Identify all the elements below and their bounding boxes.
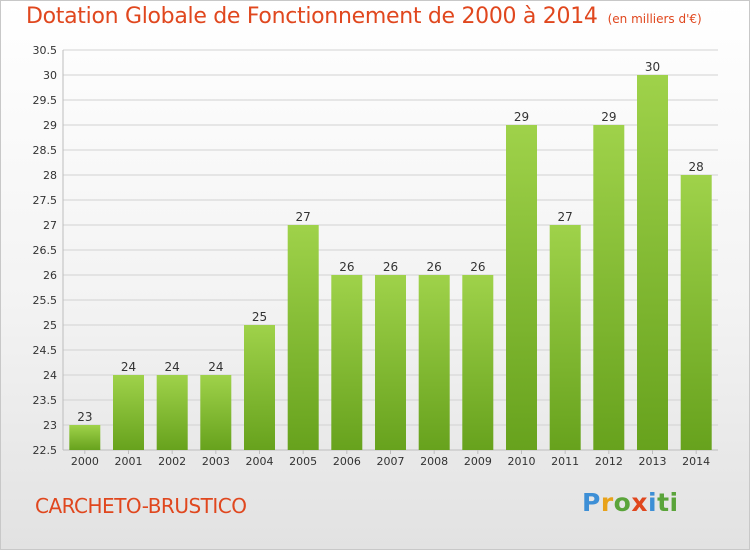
x-tick-label: 2014 bbox=[682, 455, 710, 468]
bar-value-label: 25 bbox=[252, 310, 267, 324]
y-tick-label: 22.5 bbox=[33, 444, 58, 457]
y-tick-label: 29 bbox=[43, 119, 57, 132]
chart-title-text: Dotation Globale de Fonctionnement de 20… bbox=[26, 4, 598, 29]
logo-letter: o bbox=[613, 488, 632, 517]
bar bbox=[375, 275, 406, 450]
y-tick-label: 25 bbox=[43, 319, 57, 332]
bar-value-label: 29 bbox=[601, 110, 616, 124]
bar bbox=[69, 425, 101, 450]
x-tick-label: 2003 bbox=[202, 455, 230, 468]
logo-letter: r bbox=[600, 488, 614, 517]
y-tick-label: 30 bbox=[43, 69, 57, 82]
bar-value-label: 24 bbox=[165, 360, 180, 374]
x-tick-label: 2000 bbox=[71, 455, 99, 468]
logo-letter: P bbox=[582, 488, 601, 517]
x-tick-label: 2006 bbox=[333, 455, 361, 468]
bar-value-label: 29 bbox=[514, 110, 529, 124]
city-name: CARCHETO-BRUSTICO bbox=[35, 494, 247, 518]
x-axis: 2000 2001 2002 2003 2004 2005 2006 2007 2008 2009… bbox=[71, 450, 710, 468]
bar-value-label: 23 bbox=[77, 410, 92, 424]
chart-unit: (en milliers d'€) bbox=[607, 12, 702, 26]
y-tick-label: 25.5 bbox=[33, 294, 58, 307]
y-tick-label: 28.5 bbox=[33, 144, 58, 157]
bar bbox=[593, 125, 625, 450]
y-tick-label: 27 bbox=[43, 219, 57, 232]
y-tick-label: 26.5 bbox=[33, 244, 58, 257]
bars: 23 24 24 24 25 27 26 26 26 26 29 27 29 30 28 bbox=[69, 60, 712, 450]
bar bbox=[418, 275, 450, 450]
bar-value-label: 27 bbox=[296, 210, 311, 224]
x-tick-label: 2012 bbox=[595, 455, 623, 468]
bar bbox=[156, 375, 188, 450]
bar-value-label: 26 bbox=[383, 260, 398, 274]
bar bbox=[506, 125, 537, 450]
bar bbox=[637, 75, 668, 450]
y-tick-label: 24.5 bbox=[33, 344, 58, 357]
x-tick-label: 2008 bbox=[420, 455, 448, 468]
bar-value-label: 26 bbox=[339, 260, 354, 274]
bar bbox=[113, 375, 144, 450]
y-tick-label: 23 bbox=[43, 419, 57, 432]
bar-value-label: 28 bbox=[689, 160, 704, 174]
bar-value-label: 26 bbox=[427, 260, 442, 274]
x-tick-label: 2004 bbox=[246, 455, 274, 468]
y-tick-label: 28 bbox=[43, 169, 57, 182]
bar bbox=[549, 225, 581, 450]
x-tick-label: 2011 bbox=[551, 455, 579, 468]
x-tick-label: 2010 bbox=[508, 455, 536, 468]
bar bbox=[244, 325, 275, 450]
bar-value-label: 30 bbox=[645, 60, 660, 74]
bar bbox=[200, 375, 232, 450]
y-tick-label: 27.5 bbox=[33, 194, 58, 207]
bar-value-label: 24 bbox=[121, 360, 136, 374]
bar bbox=[287, 225, 319, 450]
x-tick-label: 2007 bbox=[377, 455, 405, 468]
logo-letter: ti bbox=[657, 488, 679, 517]
bar bbox=[462, 275, 494, 450]
bar bbox=[680, 175, 712, 450]
bar-value-label: 24 bbox=[208, 360, 223, 374]
logo-letter: i bbox=[648, 488, 658, 517]
logo-letter: x bbox=[631, 488, 648, 517]
proxiti-logo: Proxiti bbox=[582, 488, 679, 517]
x-tick-label: 2013 bbox=[639, 455, 667, 468]
y-tick-label: 29.5 bbox=[33, 94, 58, 107]
bar-value-label: 26 bbox=[470, 260, 485, 274]
x-tick-label: 2005 bbox=[289, 455, 317, 468]
y-tick-label: 26 bbox=[43, 269, 57, 282]
y-axis: 22.5 23 23.5 24 24.5 25 25.5 26 26.5 27 27.5 28 28.5… bbox=[33, 44, 58, 457]
chart-title: Dotation Globale de Fonctionnement de 20… bbox=[26, 4, 702, 29]
y-tick-label: 23.5 bbox=[33, 394, 58, 407]
bar bbox=[331, 275, 363, 450]
x-tick-label: 2009 bbox=[464, 455, 492, 468]
x-tick-label: 2002 bbox=[158, 455, 186, 468]
y-tick-label: 30.5 bbox=[33, 44, 58, 57]
y-tick-label: 24 bbox=[43, 369, 57, 382]
x-tick-label: 2001 bbox=[115, 455, 143, 468]
bar-value-label: 27 bbox=[558, 210, 573, 224]
